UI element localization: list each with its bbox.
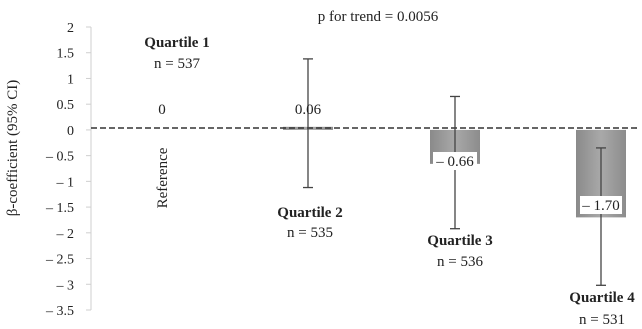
chart-labels: 0 0.06 – 0.66 – 1.70 Quartile 1 n = 537 Quarti… <box>144 35 635 328</box>
y-tick-label: – 2.5 <box>45 253 74 268</box>
y-axis-label: β-coefficient (95% CI) <box>5 80 21 216</box>
category-label: Quartile 4 <box>569 290 635 306</box>
value-label: – 0.66 <box>435 154 474 170</box>
y-ticks: 2 1.5 1 0.5 0 – 0.5 – 1 – 1.5 – 2 – 2.5 – 3 – 3.5 <box>45 21 91 319</box>
n-label: n = 531 <box>579 312 625 328</box>
category-label: Quartile 1 <box>144 35 209 51</box>
y-tick-label: 0 <box>67 124 74 139</box>
value-label-bg <box>580 196 622 214</box>
y-tick-label: 0.5 <box>57 98 75 113</box>
n-label: n = 537 <box>154 56 200 72</box>
y-tick-label: – 1.5 <box>45 201 74 216</box>
value-label-bg <box>433 152 477 170</box>
p-trend-annotation: p for trend = 0.0056 <box>318 9 439 25</box>
value-label: 0 <box>158 102 166 118</box>
y-tick-label: – 3 <box>56 278 75 293</box>
error-bars <box>303 58 606 286</box>
y-tick-label: – 1 <box>56 175 75 190</box>
value-label: – 1.70 <box>581 198 620 214</box>
category-label: Quartile 3 <box>427 233 492 249</box>
y-tick-label: 2 <box>67 21 74 36</box>
y-tick-label: – 2 <box>56 227 75 242</box>
y-tick-label: – 3.5 <box>45 304 74 319</box>
category-label: Quartile 2 <box>277 205 342 221</box>
value-label: 0.06 <box>295 102 322 118</box>
n-label: n = 535 <box>287 225 333 241</box>
n-label: n = 536 <box>437 254 483 270</box>
reference-label: Reference <box>155 147 171 208</box>
y-tick-label: 1 <box>67 72 74 87</box>
y-tick-label: 1.5 <box>57 47 75 62</box>
y-tick-label: – 0.5 <box>45 150 74 165</box>
